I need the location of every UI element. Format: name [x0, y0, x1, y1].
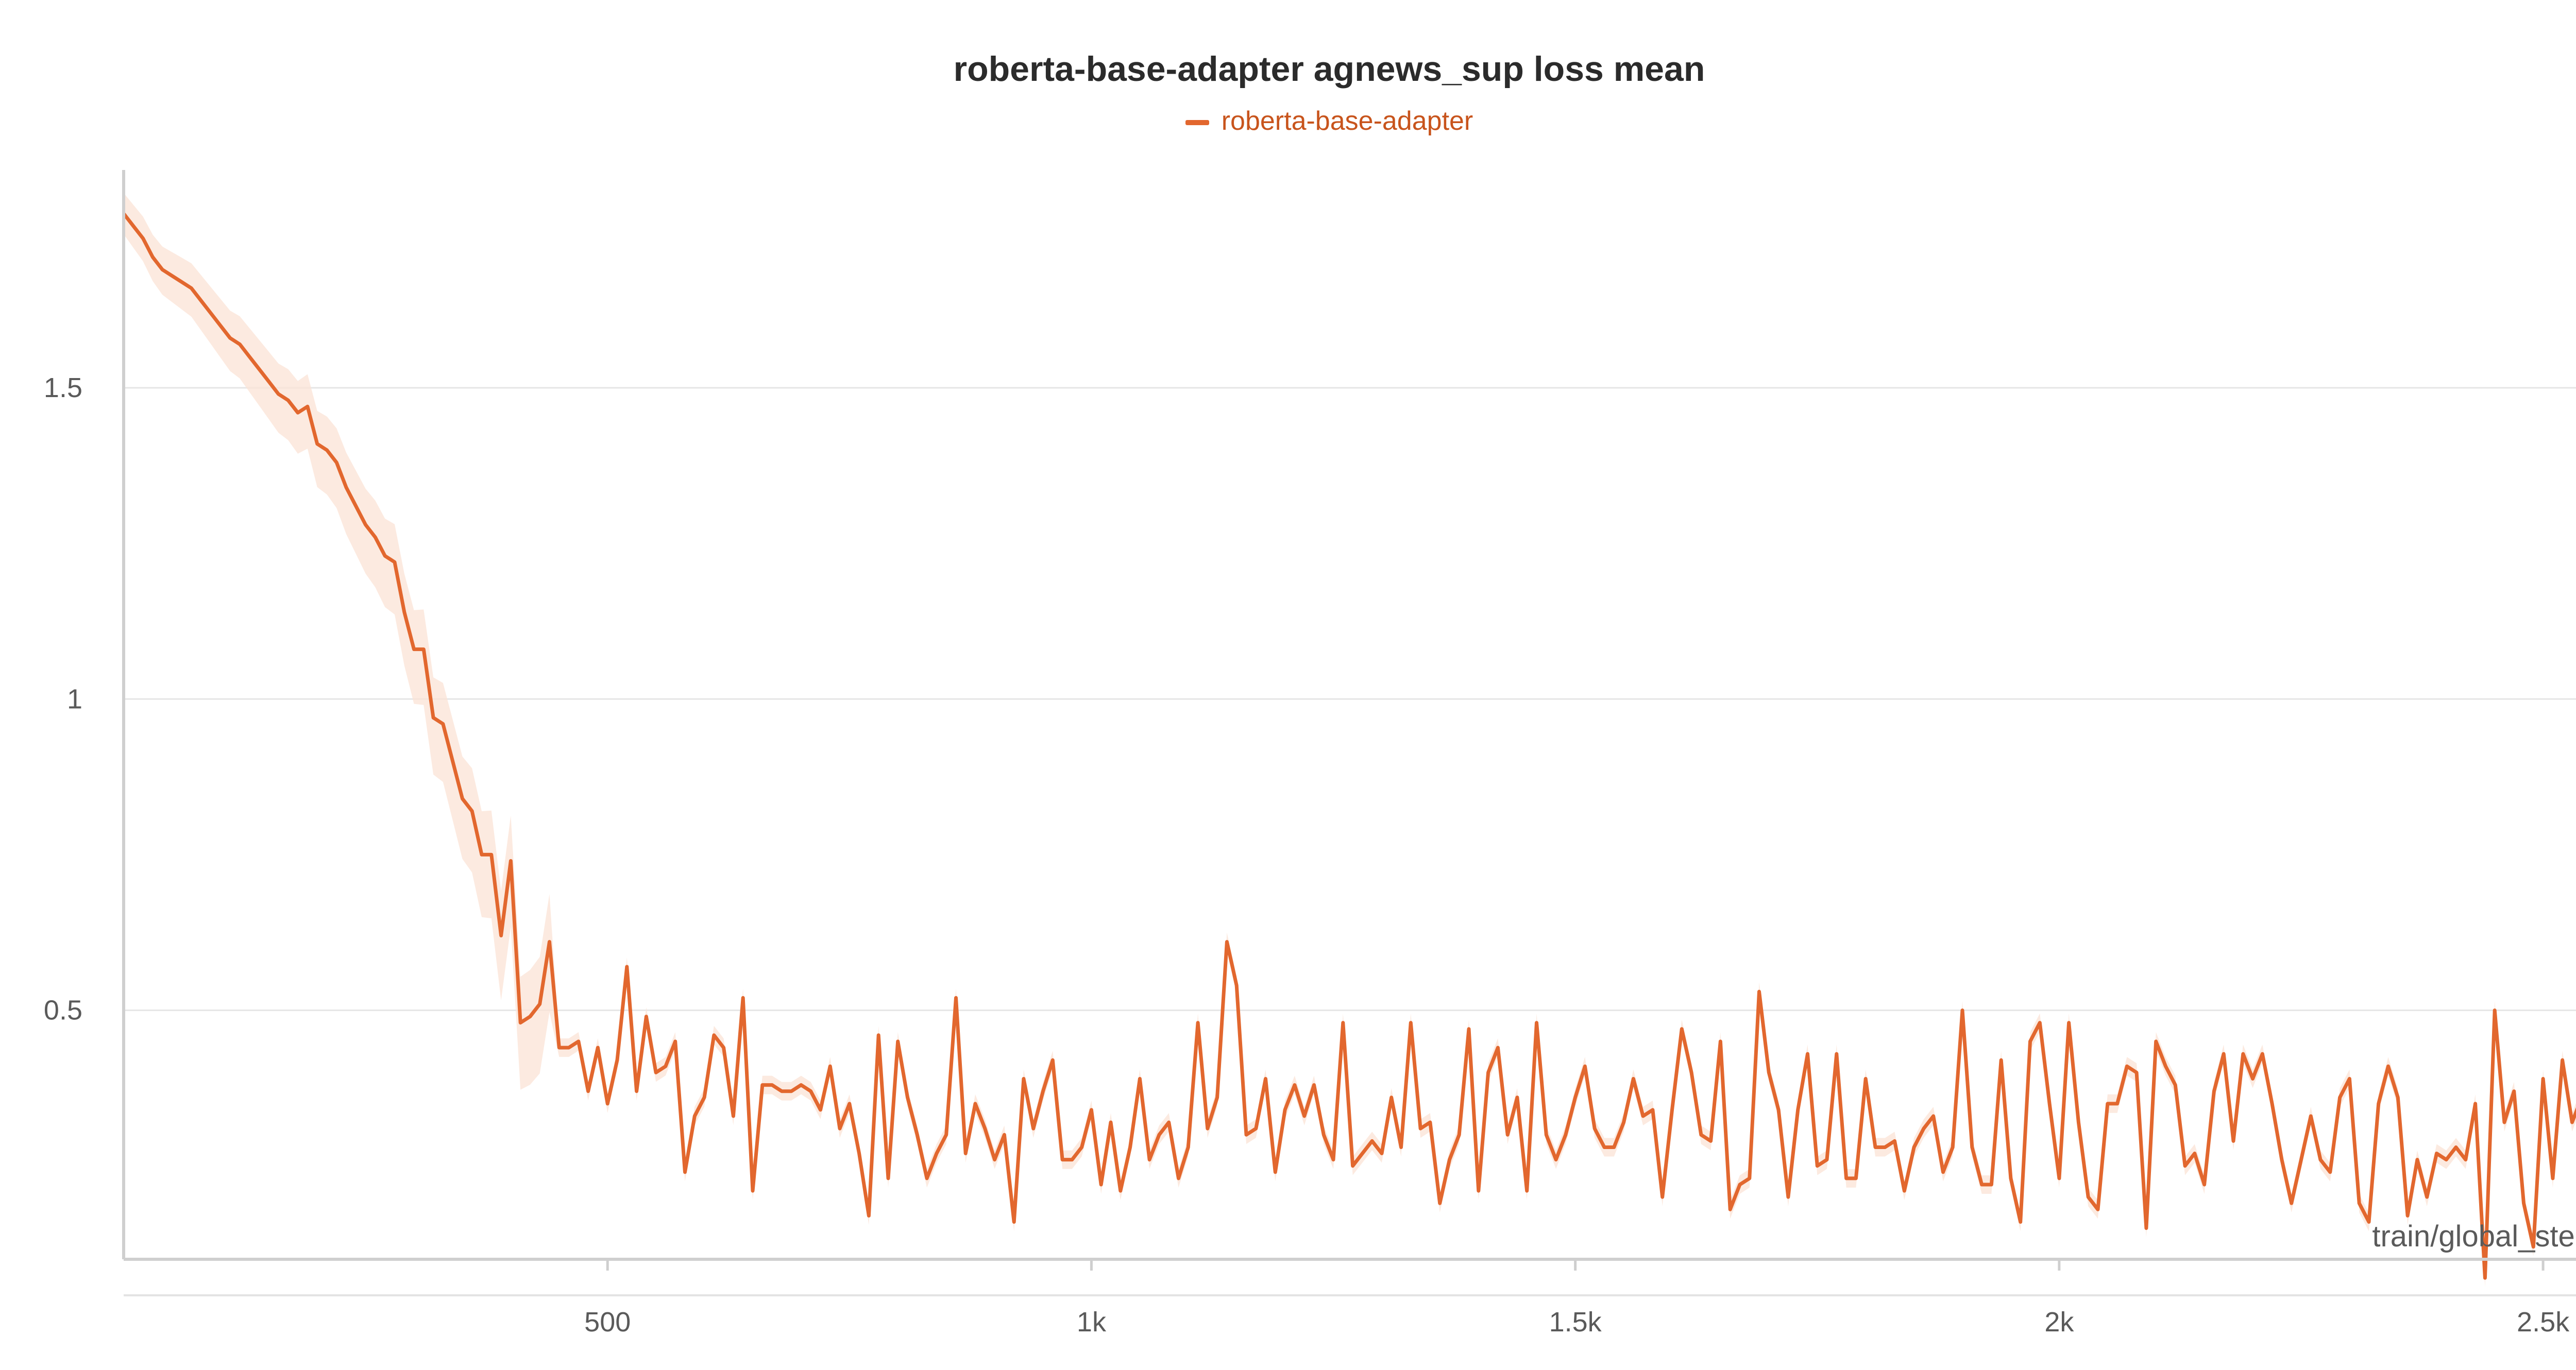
- x-tick-label: 500: [584, 1307, 631, 1338]
- legend-swatch: [1185, 120, 1209, 126]
- x-tick-label: 1.5k: [1549, 1307, 1602, 1338]
- y-tick-label: 1: [67, 683, 82, 714]
- axes: 0.5 1 1.5 500 1k 1.5k 2k 2.5k: [44, 170, 2576, 1338]
- x-axis-title: train/global_step: [2372, 1220, 2576, 1253]
- x-tick-label: 2.5k: [2517, 1307, 2570, 1338]
- series-line: [122, 212, 2576, 1280]
- legend-label: roberta-base-adapter: [1221, 106, 1473, 136]
- x-tick-label: 2k: [2044, 1307, 2074, 1338]
- y-tick-label: 0.5: [44, 995, 82, 1026]
- y-tick-label: 1.5: [44, 372, 82, 403]
- x-tick-label: 1k: [1077, 1307, 1107, 1338]
- legend[interactable]: roberta-base-adapter: [0, 106, 2576, 136]
- series-layer: [122, 212, 2576, 1280]
- chart-title: roberta-base-adapter agnews_sup loss mea…: [953, 49, 1705, 89]
